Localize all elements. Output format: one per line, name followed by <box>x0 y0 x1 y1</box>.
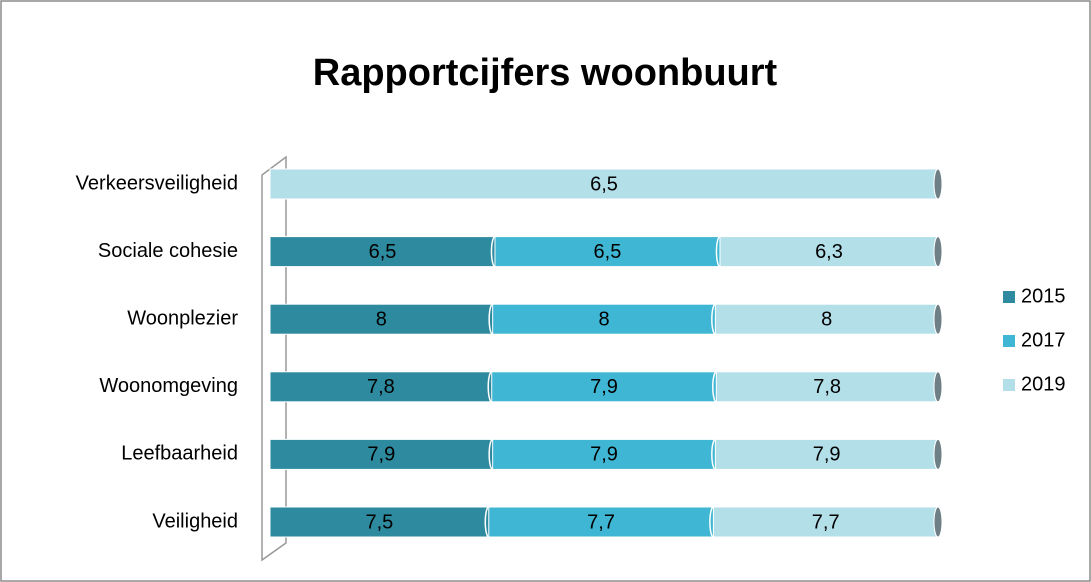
data-label: 8 <box>376 308 387 330</box>
data-label: 6,5 <box>369 241 397 263</box>
data-label: 6,3 <box>815 241 843 263</box>
data-label: 8 <box>598 308 609 330</box>
legend-swatch <box>1003 291 1015 303</box>
data-label: 7,7 <box>812 511 840 533</box>
data-label: 7,9 <box>590 444 618 466</box>
bar-cap <box>933 236 943 268</box>
legend-label: 2015 <box>1021 285 1066 307</box>
bar-segment <box>269 506 490 538</box>
data-label: 8 <box>821 308 832 330</box>
legend-label: 2019 <box>1021 373 1066 395</box>
bar-cap <box>933 371 943 403</box>
bar-segment <box>488 506 714 538</box>
y-tick-label: Woonplezier <box>127 307 238 329</box>
bar-segment <box>491 371 717 403</box>
bar-cap <box>933 506 943 538</box>
y-tick-label: Verkeersveiligheid <box>76 172 238 194</box>
data-label: 7,7 <box>587 511 615 533</box>
legend-swatch <box>1003 335 1015 347</box>
axis-wall <box>261 155 287 562</box>
data-label: 7,9 <box>813 444 841 466</box>
bar-segment <box>714 438 939 470</box>
data-label: 7,9 <box>590 376 618 398</box>
chart-title: Rapportcijfers woonbuurt <box>313 52 778 94</box>
data-label: 6,5 <box>590 173 618 195</box>
y-tick-label: Sociale cohesie <box>98 240 238 262</box>
data-label: 6,5 <box>594 241 622 263</box>
bar-segment <box>714 303 939 335</box>
y-tick-label: Veiligheid <box>152 510 238 532</box>
bar-segment <box>719 236 939 268</box>
bar-segment <box>269 438 494 470</box>
legend-label: 2017 <box>1021 329 1066 351</box>
data-label: 7,8 <box>813 376 841 398</box>
bar-cap <box>933 438 943 470</box>
bar-segment <box>715 371 939 403</box>
data-label: 7,5 <box>365 511 393 533</box>
bar-segment <box>269 168 939 200</box>
bar-segment <box>494 236 721 268</box>
bar-segment <box>492 438 716 470</box>
y-tick-label: Woonomgeving <box>99 375 238 397</box>
y-tick-label: Leefbaarheid <box>121 443 238 465</box>
bar-segment <box>492 303 716 335</box>
data-label: 7,9 <box>367 444 395 466</box>
data-label: 7,8 <box>367 376 395 398</box>
bar-cap <box>933 168 943 200</box>
bar-segment <box>269 236 496 268</box>
legend-swatch <box>1003 379 1015 391</box>
bar-segment <box>269 303 494 335</box>
bar-cap <box>933 303 943 335</box>
bar-segment <box>712 506 939 538</box>
